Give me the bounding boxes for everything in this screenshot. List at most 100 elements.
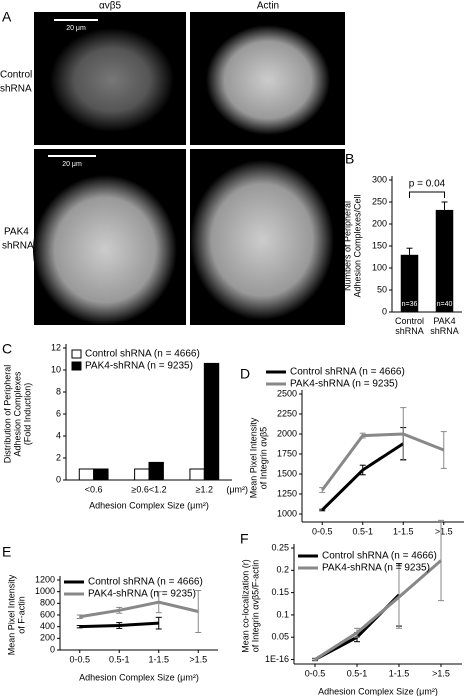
panel-label: F xyxy=(240,531,249,547)
comparison-label: p = 0.04 xyxy=(409,179,446,190)
x-tick-label: 0-0.5 xyxy=(305,668,326,678)
legend-swatch xyxy=(71,349,82,359)
row-label: Control xyxy=(0,70,32,81)
y-tick-label: 0.1 xyxy=(276,609,289,619)
y-tick-label: 600 xyxy=(40,609,55,619)
bar xyxy=(134,468,150,481)
panel-label: C xyxy=(2,341,12,357)
y-tick-label: 400 xyxy=(40,621,55,631)
panel-label: E xyxy=(2,544,11,560)
bar xyxy=(400,254,419,312)
x-axis-label: Adhesion Complex Size (μm²) xyxy=(89,500,209,510)
scale-label: 20 μm xyxy=(66,25,86,32)
y-tick-label: 100 xyxy=(372,262,387,272)
y-tick-label: 6 xyxy=(56,408,61,418)
series-line xyxy=(321,442,405,512)
y-tick-label: 2250 xyxy=(277,408,297,418)
column-title: αvβ5 xyxy=(99,1,122,12)
y-tick-label: 150 xyxy=(372,240,387,250)
cell xyxy=(190,160,334,320)
y-tick-label: 0 xyxy=(382,306,387,316)
x-tick-label: ≥0.6<1.2 xyxy=(131,484,166,494)
column-title: Actin xyxy=(257,1,279,12)
y-tick-label: 800 xyxy=(40,598,55,608)
bar-note: n=40 xyxy=(437,301,453,308)
x-tick-label: 1-1.5 xyxy=(389,668,410,678)
cell xyxy=(50,28,174,132)
x-tick-label: 0.5-1 xyxy=(109,654,130,664)
y-tick-label: 1E-16 xyxy=(265,654,289,664)
legend-label: Control shRNA (n = 4666) xyxy=(322,551,437,562)
bar xyxy=(189,468,205,481)
bar xyxy=(93,468,109,481)
x-tick-label: ≥1.2 xyxy=(196,484,213,494)
y-tick-label: 1000 xyxy=(277,508,297,518)
y-tick-label: 1000 xyxy=(35,586,55,596)
y-tick-label: 2500 xyxy=(277,388,297,398)
y-axis-label: of Integrin αvβ5 xyxy=(258,427,268,489)
legend-label: Control shRNA (n = 4666) xyxy=(290,367,405,378)
y-axis-label: Mean co-localization (r) xyxy=(240,559,250,653)
x-axis-label: Adhesion Complex Size (μm²) xyxy=(79,672,199,682)
y-tick-label: 2000 xyxy=(277,428,297,438)
bar xyxy=(78,468,95,481)
row-label: PAK4 xyxy=(4,227,29,238)
x-tick-label: 0-0.5 xyxy=(69,654,90,664)
y-axis-label: Mean Pixel Intensity xyxy=(6,574,16,655)
y-tick-label: 12 xyxy=(51,342,61,352)
y-tick-label: 200 xyxy=(372,218,387,228)
legend-label: Control shRNA (n = 4666) xyxy=(85,349,200,360)
y-tick-label: 250 xyxy=(372,196,387,206)
legend-swatch xyxy=(71,361,82,371)
y-tick-label: 1750 xyxy=(277,448,297,458)
y-tick-label: 50 xyxy=(377,284,387,294)
y-tick-label: 1500 xyxy=(277,468,297,478)
panel-label: A xyxy=(2,9,12,25)
y-axis-label: Adhesion Complexes xyxy=(12,371,22,457)
y-tick-label: 1200 xyxy=(35,574,55,584)
x-tick-label: PAK4 shRNA xyxy=(430,316,459,336)
x-tick-label: 0-0.5 xyxy=(312,526,333,536)
bar-note: n=36 xyxy=(402,301,418,308)
x-tick-label: 0.5-1 xyxy=(352,526,373,536)
x-tick-label: >1.5 xyxy=(432,668,450,678)
bar xyxy=(148,461,164,481)
y-tick-label: 8 xyxy=(56,386,61,396)
bar xyxy=(203,362,220,481)
y-axis-label: of F-actin xyxy=(16,596,26,634)
row-label: shRNA xyxy=(2,241,34,252)
x-tick-label: >1.5 xyxy=(189,654,207,664)
series-line xyxy=(314,559,442,661)
panel-label: B xyxy=(345,151,354,167)
y-axis-label: of Integrin αvβ5/F-actin xyxy=(250,560,260,652)
y-axis-label: Mean Pixel Intensity xyxy=(248,417,258,498)
y-tick-label: 0.2 xyxy=(276,565,289,575)
legend-label: Control shRNA (n = 4666) xyxy=(88,577,203,588)
y-tick-label: 4 xyxy=(56,430,61,440)
y-tick-label: 0.25 xyxy=(271,542,289,552)
unit-label: (μm²) xyxy=(226,484,248,494)
series-line xyxy=(79,600,199,619)
y-tick-label: 0 xyxy=(50,644,55,654)
y-tick-label: 0.15 xyxy=(271,587,289,597)
x-tick-label: <0.6 xyxy=(85,484,103,494)
y-axis-label: (Fold Induction) xyxy=(22,383,32,446)
y-tick-label: 1250 xyxy=(277,488,297,498)
x-tick-label: Control shRNA xyxy=(395,316,424,336)
legend-label: PAK4-shRNA (n = 9235) xyxy=(88,589,196,600)
x-axis-label: Adhesion Complex Size (μm²) xyxy=(318,686,438,696)
series-line xyxy=(321,432,445,491)
legend-label: PAK4-shRNA (n = 9235) xyxy=(85,361,193,372)
row-label: shRNA xyxy=(0,84,32,95)
y-axis-label: Adhesion Complexes/Cell xyxy=(352,194,362,297)
legend-label: PAK4-shRNA (n = 9235) xyxy=(290,379,398,390)
y-tick-label: 0 xyxy=(56,474,61,484)
cell xyxy=(206,25,330,135)
legend-label: PAK4-shRNA (n = 9235) xyxy=(322,563,430,574)
scale-label: 20 μm xyxy=(62,161,82,168)
bar xyxy=(435,209,454,312)
comparison-bracket xyxy=(409,191,445,198)
x-tick-label: 1-1.5 xyxy=(393,526,414,536)
panel-label: D xyxy=(240,366,250,382)
